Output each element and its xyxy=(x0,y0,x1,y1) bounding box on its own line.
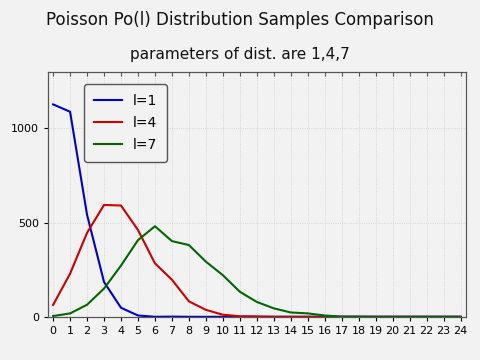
l=4 xyxy=(441,315,446,319)
l=7 xyxy=(288,310,294,315)
l=7 xyxy=(50,314,56,318)
l=7 xyxy=(339,314,345,319)
l=7 xyxy=(169,239,175,243)
l=1 xyxy=(271,315,276,319)
l=7 xyxy=(322,313,327,318)
l=4 xyxy=(271,315,276,319)
l=1 xyxy=(390,315,396,319)
l=4 xyxy=(118,203,124,208)
l=7 xyxy=(254,300,260,304)
l=1 xyxy=(356,315,361,319)
l=7 xyxy=(424,315,430,319)
l=4 xyxy=(373,315,379,319)
l=4 xyxy=(101,203,107,207)
l=7 xyxy=(135,238,141,242)
l=4 xyxy=(152,261,158,265)
l=1 xyxy=(135,313,141,318)
l=4 xyxy=(407,315,412,319)
l=7 xyxy=(305,311,311,316)
l=4 xyxy=(305,315,311,319)
Line: l=4: l=4 xyxy=(53,205,460,317)
l=4 xyxy=(237,314,243,318)
l=7 xyxy=(67,311,73,316)
l=4 xyxy=(169,278,175,282)
l=1 xyxy=(203,315,209,319)
l=4 xyxy=(254,314,260,319)
l=1 xyxy=(441,315,446,319)
l=7 xyxy=(457,315,463,319)
Line: l=7: l=7 xyxy=(53,226,460,317)
l=7 xyxy=(373,315,379,319)
l=7 xyxy=(407,315,412,319)
l=4 xyxy=(135,228,141,232)
l=4 xyxy=(339,315,345,319)
l=1 xyxy=(322,315,327,319)
l=1 xyxy=(186,315,192,319)
Legend: l=1, l=4, l=7: l=1, l=4, l=7 xyxy=(84,84,167,162)
l=7 xyxy=(271,306,276,310)
l=1 xyxy=(288,315,294,319)
l=7 xyxy=(118,264,124,268)
l=1 xyxy=(67,109,73,114)
l=1 xyxy=(118,306,124,310)
l=1 xyxy=(101,280,107,284)
l=1 xyxy=(152,315,158,319)
l=4 xyxy=(390,315,396,319)
l=1 xyxy=(339,315,345,319)
l=1 xyxy=(50,102,56,107)
l=1 xyxy=(169,314,175,319)
l=7 xyxy=(186,243,192,247)
l=1 xyxy=(424,315,430,319)
l=1 xyxy=(407,315,412,319)
l=7 xyxy=(390,315,396,319)
l=7 xyxy=(356,314,361,319)
Text: Poisson Po(l) Distribution Samples Comparison: Poisson Po(l) Distribution Samples Compa… xyxy=(46,11,434,29)
l=7 xyxy=(441,315,446,319)
l=1 xyxy=(457,315,463,319)
l=4 xyxy=(50,303,56,307)
l=1 xyxy=(305,315,311,319)
l=1 xyxy=(84,212,90,217)
l=4 xyxy=(220,312,226,317)
l=4 xyxy=(457,315,463,319)
l=1 xyxy=(237,315,243,319)
l=7 xyxy=(220,273,226,277)
l=4 xyxy=(186,299,192,303)
Text: parameters of dist. are 1,4,7: parameters of dist. are 1,4,7 xyxy=(130,47,350,62)
l=4 xyxy=(203,308,209,312)
l=4 xyxy=(424,315,430,319)
l=4 xyxy=(288,315,294,319)
l=7 xyxy=(101,287,107,291)
l=1 xyxy=(220,315,226,319)
l=4 xyxy=(322,315,327,319)
Line: l=1: l=1 xyxy=(53,104,460,317)
l=7 xyxy=(237,289,243,294)
l=4 xyxy=(84,231,90,235)
l=1 xyxy=(373,315,379,319)
l=7 xyxy=(84,303,90,307)
l=7 xyxy=(152,224,158,228)
l=1 xyxy=(254,315,260,319)
l=4 xyxy=(356,315,361,319)
l=4 xyxy=(67,271,73,276)
l=7 xyxy=(203,260,209,264)
